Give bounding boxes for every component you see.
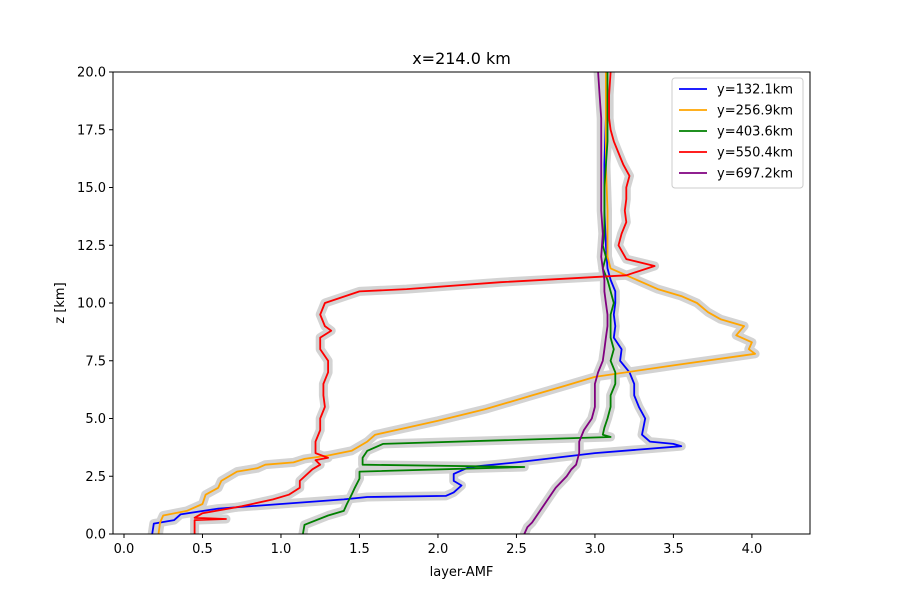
- x-tick-label: 1.0: [271, 542, 292, 557]
- y-tick-label: 2.5: [85, 470, 106, 485]
- series-line-4: [193, 72, 656, 534]
- y-tick-label: 20.0: [77, 66, 106, 81]
- legend-label-1: y=132.1km: [717, 83, 793, 98]
- x-tick-label: 0.5: [192, 542, 213, 557]
- series-line-2: [157, 72, 756, 534]
- series-line-1: [151, 72, 683, 534]
- y-tick-label: 12.5: [77, 239, 106, 254]
- x-tick-label: 3.5: [663, 542, 684, 557]
- legend-label-3: y=403.6km: [717, 125, 793, 140]
- legend: y=132.1km y=256.9km y=403.6km y=550.4km y=69…: [671, 77, 804, 189]
- y-tick-label: 10.0: [77, 297, 106, 312]
- y-tick-label: 5.0: [85, 412, 106, 427]
- x-tick-label: 0.0: [114, 542, 135, 557]
- x-tick-label: 1.5: [349, 542, 370, 557]
- y-tick-label: 0.0: [85, 528, 106, 543]
- y-tick-label: 17.5: [77, 123, 106, 138]
- series-line-5: [523, 72, 609, 534]
- x-axis-label: layer-AMF: [430, 565, 494, 580]
- x-tick-label: 3.0: [585, 542, 606, 557]
- series-line-3: [302, 72, 617, 534]
- legend-label-2: y=256.9km: [717, 104, 793, 119]
- legend-box: [671, 77, 804, 189]
- y-tick-label: 15.0: [77, 181, 106, 196]
- legend-label-5: y=697.2km: [717, 167, 793, 182]
- y-axis: 0.0 2.5 5.0 7.5 10.0 12.5 15.0 17.5 20.0: [77, 66, 113, 543]
- x-tick-label: 2.0: [428, 542, 449, 557]
- x-tick-label: 2.5: [506, 542, 527, 557]
- chart-title: x=214.0 km: [412, 49, 511, 68]
- y-axis-label: z [km]: [53, 282, 68, 323]
- y-tick-label: 7.5: [85, 354, 106, 369]
- x-tick-label: 4.0: [742, 542, 763, 557]
- x-axis: 0.0 0.5 1.0 1.5 2.0 2.5 3.0 3.5 4.0: [114, 534, 763, 557]
- series-lines: [151, 72, 756, 534]
- legend-label-4: y=550.4km: [717, 146, 793, 161]
